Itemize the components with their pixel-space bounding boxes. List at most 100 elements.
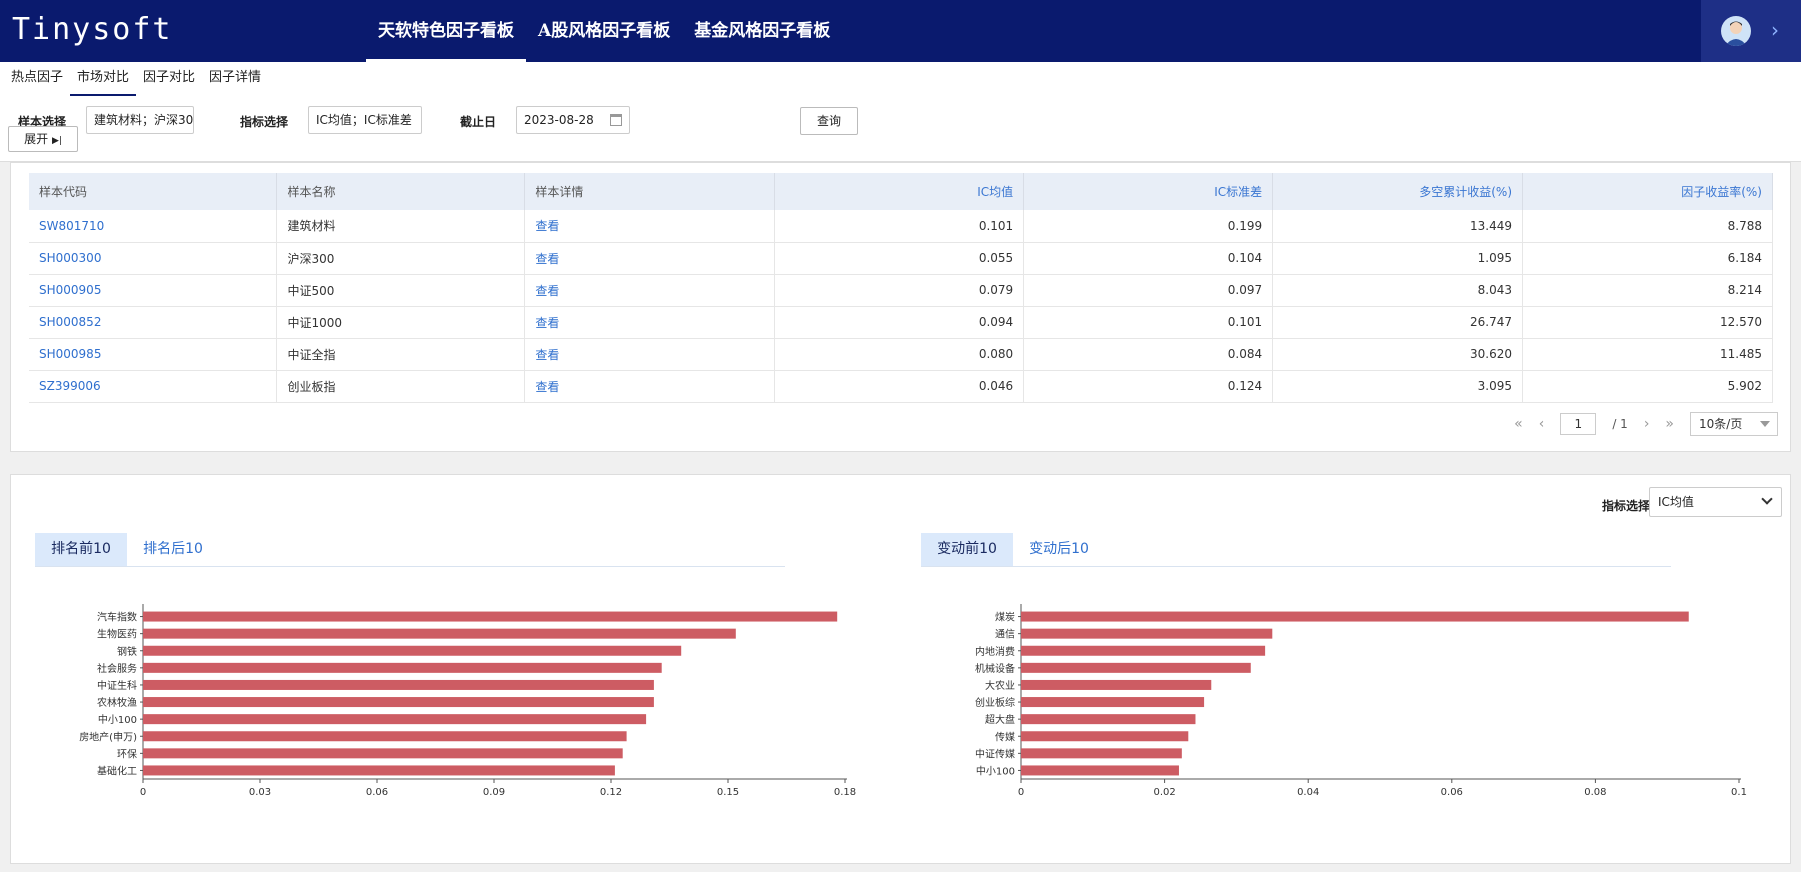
cell-ic-std: 0.199 (1023, 210, 1274, 243)
avatar[interactable] (1721, 16, 1751, 46)
view-link[interactable]: 查看 (524, 338, 776, 371)
bar[interactable] (143, 731, 627, 742)
table-row: SW801710 建筑材料 查看 0.101 0.199 13.449 8.78… (29, 210, 1773, 243)
page-size-select[interactable]: 10条/页 (1690, 412, 1778, 436)
cell-name: 中证全指 (276, 338, 526, 371)
bar[interactable] (1021, 611, 1689, 622)
top-nav-a-share[interactable]: A股风格因子看板 (538, 21, 671, 41)
view-link[interactable]: 查看 (524, 306, 776, 339)
cell-name: 建筑材料 (276, 210, 526, 243)
category-label: 生物医药 (97, 628, 137, 641)
view-link[interactable]: 查看 (524, 210, 776, 243)
indicator-input[interactable]: IC均值；IC标准差 (308, 106, 422, 134)
sample-input[interactable]: 建筑材料；沪深300 (86, 106, 194, 134)
tab-top10[interactable]: 排名前10 (35, 533, 127, 566)
bar[interactable] (1021, 628, 1273, 639)
bar[interactable] (143, 628, 736, 639)
category-label: 传媒 (995, 731, 1015, 743)
table-row: SH000985 中证全指 查看 0.080 0.084 30.620 11.4… (29, 338, 1773, 371)
bar[interactable] (1021, 679, 1212, 690)
col-ic-mean[interactable]: IC均值 (774, 173, 1025, 210)
expand-button[interactable]: 展开 ▶| (8, 126, 78, 152)
chevron-right-icon[interactable]: › (1771, 18, 1779, 42)
chart-card: 指标选择 IC均值 排名前10 排名后10 变动前10 变动后10 汽车指数 生物… (10, 474, 1791, 864)
bar[interactable] (1021, 748, 1182, 759)
view-link[interactable]: 查看 (524, 242, 776, 275)
top-nav-tianruan[interactable]: 天软特色因子看板 (366, 0, 526, 62)
bar[interactable] (143, 714, 647, 725)
tab-bottom10[interactable]: 排名后10 (143, 541, 203, 557)
x-tick-label: 0.08 (1584, 787, 1606, 798)
table-row: SH000852 中证1000 查看 0.094 0.101 26.747 12… (29, 306, 1773, 339)
cell-longshort-return: 1.095 (1272, 242, 1524, 275)
col-factor-return[interactable]: 因子收益率(%) (1522, 173, 1773, 210)
tab-change-top10[interactable]: 变动前10 (921, 533, 1013, 566)
bar[interactable] (143, 611, 838, 622)
view-link[interactable]: 查看 (524, 370, 776, 403)
cell-code[interactable]: SH000985 (29, 338, 278, 371)
cell-longshort-return: 3.095 (1272, 370, 1524, 403)
cell-code[interactable]: SW801710 (29, 210, 278, 243)
date-input[interactable]: 2023-08-28 (516, 106, 630, 134)
cell-code[interactable]: SH000852 (29, 306, 278, 339)
right-chart-tabs: 变动前10 变动后10 (921, 533, 1671, 567)
subnav-market-compare[interactable]: 市场对比 (70, 62, 137, 96)
last-page-icon[interactable]: » (1665, 416, 1674, 432)
col-longshort-return[interactable]: 多空累计收益(%) (1272, 173, 1524, 210)
cell-ic-std: 0.101 (1023, 306, 1274, 339)
col-name[interactable]: 样本名称 (276, 173, 526, 210)
col-code[interactable]: 样本代码 (29, 173, 278, 210)
top-nav-fund[interactable]: 基金风格因子看板 (694, 21, 831, 41)
cell-ic-mean: 0.094 (774, 306, 1025, 339)
chart-indicator-select[interactable]: IC均值 (1649, 487, 1782, 517)
view-link[interactable]: 查看 (524, 274, 776, 307)
tab-change-bottom10[interactable]: 变动后10 (1029, 541, 1089, 557)
category-label: 社会服务 (97, 662, 137, 675)
cell-name: 中证1000 (276, 306, 526, 339)
prev-page-icon[interactable]: ‹ (1538, 416, 1545, 432)
top-nav: 天软特色因子看板 A股风格因子看板 基金风格因子看板 (366, 0, 842, 62)
bar[interactable] (1021, 765, 1179, 776)
cell-ic-mean: 0.046 (774, 370, 1025, 403)
x-tick-label: 0.12 (600, 787, 622, 798)
expand-icon: ▶| (51, 136, 62, 146)
category-label: 钢铁 (117, 645, 137, 658)
bar[interactable] (143, 697, 654, 708)
bar[interactable] (1021, 714, 1196, 725)
bar[interactable] (143, 765, 615, 776)
subnav-factor-compare[interactable]: 因子对比 (143, 70, 196, 85)
bar[interactable] (143, 679, 654, 690)
col-detail[interactable]: 样本详情 (524, 173, 776, 210)
bar[interactable] (1021, 645, 1266, 656)
user-menu[interactable]: › (1701, 0, 1801, 62)
cell-code[interactable]: SZ399006 (29, 370, 278, 403)
category-label: 汽车指数 (97, 611, 137, 624)
category-label: 农林牧渔 (97, 696, 137, 709)
category-label: 创业板综 (975, 696, 1015, 709)
page-total: / 1 (1612, 417, 1628, 431)
cell-code[interactable]: SH000905 (29, 274, 278, 307)
subnav-factor-detail[interactable]: 因子详情 (209, 70, 262, 85)
calendar-icon (610, 114, 622, 126)
bar[interactable] (143, 662, 662, 673)
cell-name: 中证500 (276, 274, 526, 307)
cell-ic-std: 0.124 (1023, 370, 1274, 403)
bar[interactable] (143, 748, 623, 759)
bar[interactable] (1021, 731, 1189, 742)
cell-ic-mean: 0.080 (774, 338, 1025, 371)
bar[interactable] (1021, 662, 1251, 673)
page-input[interactable]: 1 (1560, 413, 1597, 435)
subnav-hot-factor[interactable]: 热点因子 (11, 70, 64, 85)
bar[interactable] (143, 645, 682, 656)
category-label: 中小100 (98, 713, 137, 726)
cell-code[interactable]: SH000300 (29, 242, 278, 275)
col-ic-std[interactable]: IC标准差 (1023, 173, 1274, 210)
next-page-icon[interactable]: › (1643, 416, 1650, 432)
cell-ic-std: 0.097 (1023, 274, 1274, 307)
bar[interactable] (1021, 697, 1205, 708)
cell-ic-mean: 0.079 (774, 274, 1025, 307)
query-button[interactable]: 查询 (800, 107, 858, 135)
first-page-icon[interactable]: « (1514, 416, 1523, 432)
